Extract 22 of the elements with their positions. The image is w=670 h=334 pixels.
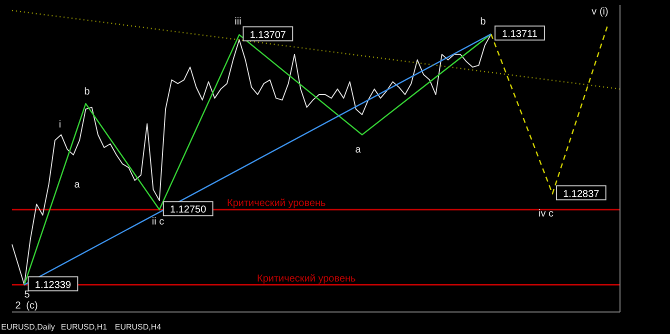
annotation: b (480, 16, 486, 28)
annotation: b (84, 86, 90, 98)
data-label: 1.13707 (250, 30, 286, 41)
data-label: 1.12750 (170, 204, 207, 216)
text: EURUSD,H4 (114, 322, 162, 332)
annotation: a (355, 144, 361, 156)
data-label: 1.13711 (502, 29, 538, 40)
ref-line-label: Критический уровень (257, 273, 356, 284)
data-label: 1.12837 (563, 188, 600, 200)
annotation: iii (234, 16, 242, 28)
annotation: i (58, 120, 62, 130)
annotation: ii c (152, 216, 164, 228)
annotation: iv c (538, 208, 554, 220)
ref-line-label: Критический уровень (227, 198, 326, 210)
annotation: 5 (24, 290, 30, 300)
data-label: 1.12339 (34, 280, 72, 291)
text: EURUSD,H1 (60, 322, 108, 332)
annotation: a (74, 180, 80, 190)
annotation: 2 (15, 300, 21, 312)
annotation: v (i) (592, 6, 608, 18)
text: EURUSD,Daily (1, 322, 55, 332)
annotation: (c) (26, 300, 38, 312)
